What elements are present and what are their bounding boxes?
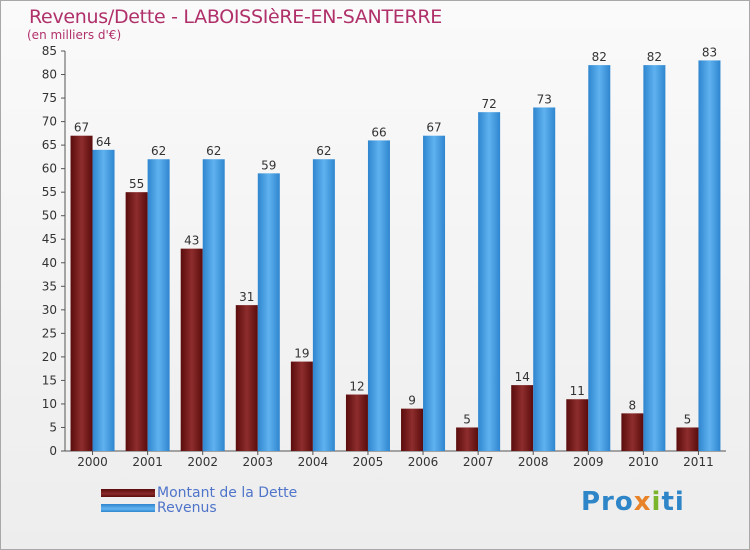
proxiti-logo: Proxiti — [581, 487, 685, 517]
value-label-revenus-2006: 67 — [426, 121, 441, 135]
bar-revenus-2011 — [698, 60, 721, 451]
bar-dette-2011 — [676, 427, 699, 451]
bar-dette-2000 — [70, 135, 93, 452]
bar-dette-2004 — [290, 361, 313, 451]
chart-subtitle: (en milliers d'€) — [27, 28, 122, 42]
bar-revenus-2004 — [312, 159, 335, 451]
y-tick-label-80: 80 — [42, 68, 57, 82]
value-label-dette-2005: 12 — [349, 380, 364, 394]
x-tick-label-2003: 2003 — [243, 455, 274, 469]
legend-label-dette: Montant de la Dette — [157, 485, 298, 501]
value-label-revenus-2011: 83 — [702, 45, 717, 59]
value-label-revenus-2002: 62 — [206, 144, 221, 158]
y-tick-label-70: 70 — [42, 115, 57, 129]
x-tick-label-2010: 2010 — [628, 455, 659, 469]
y-tick-label-25: 25 — [42, 326, 57, 340]
legend-swatch-revenus — [101, 504, 155, 512]
bar-revenus-2009 — [588, 65, 611, 451]
x-tick-label-2007: 2007 — [463, 455, 494, 469]
value-label-revenus-2010: 82 — [647, 50, 662, 64]
value-label-dette-2007: 5 — [463, 412, 471, 426]
y-tick-label-85: 85 — [42, 44, 57, 58]
value-label-dette-2001: 55 — [129, 177, 144, 191]
x-tick-label-2006: 2006 — [408, 455, 439, 469]
value-label-dette-2011: 5 — [684, 412, 692, 426]
value-label-revenus-2009: 82 — [592, 50, 607, 64]
bar-revenus-2005 — [367, 140, 390, 452]
x-tick-label-2005: 2005 — [353, 455, 384, 469]
bar-dette-2009 — [566, 399, 589, 451]
bar-dette-2002 — [180, 248, 203, 451]
bar-revenus-2001 — [147, 159, 170, 451]
y-tick-label-50: 50 — [42, 209, 57, 223]
x-tick-label-2009: 2009 — [573, 455, 604, 469]
bar-dette-2007 — [456, 427, 479, 451]
bar-dette-2008 — [511, 385, 534, 451]
value-label-dette-2003: 31 — [239, 290, 254, 304]
value-label-revenus-2004: 62 — [316, 144, 331, 158]
value-label-dette-2002: 43 — [184, 234, 199, 248]
bar-revenus-2000 — [92, 149, 115, 451]
x-tick-label-2000: 2000 — [77, 455, 108, 469]
value-label-dette-2009: 11 — [570, 384, 585, 398]
y-tick-label-5: 5 — [49, 420, 57, 434]
x-tick-label-2001: 2001 — [132, 455, 163, 469]
bar-revenus-2008 — [533, 107, 556, 452]
bar-dette-2003 — [235, 305, 258, 451]
value-label-revenus-2008: 73 — [537, 92, 552, 106]
y-tick-label-55: 55 — [42, 185, 57, 199]
y-tick-label-65: 65 — [42, 138, 57, 152]
y-tick-label-20: 20 — [42, 350, 57, 364]
y-tick-label-35: 35 — [42, 279, 57, 293]
y-tick-label-40: 40 — [42, 256, 57, 270]
bar-revenus-2007 — [478, 112, 501, 452]
bar-dette-2005 — [345, 394, 368, 451]
bar-revenus-2002 — [202, 159, 225, 451]
y-tick-label-75: 75 — [42, 91, 57, 105]
value-label-revenus-2007: 72 — [481, 97, 496, 111]
chart-title: Revenus/Dette - LABOISSIèRE-EN-SANTERRE — [29, 6, 442, 28]
x-tick-label-2008: 2008 — [518, 455, 549, 469]
value-label-dette-2006: 9 — [408, 394, 416, 408]
value-label-dette-2010: 8 — [629, 398, 637, 412]
value-label-revenus-2001: 62 — [151, 144, 166, 158]
value-label-dette-2000: 67 — [74, 121, 89, 135]
x-tick-label-2011: 2011 — [683, 455, 714, 469]
bar-revenus-2003 — [257, 173, 280, 451]
value-label-revenus-2003: 59 — [261, 158, 276, 172]
y-tick-label-30: 30 — [42, 303, 57, 317]
bar-dette-2001 — [125, 192, 148, 452]
bar-dette-2006 — [401, 408, 424, 451]
bar-dette-2010 — [621, 413, 644, 451]
legend-label-revenus: Revenus — [157, 500, 217, 516]
value-label-dette-2008: 14 — [515, 370, 530, 384]
bar-revenus-2010 — [643, 65, 666, 451]
value-label-revenus-2000: 64 — [96, 135, 111, 149]
legend-swatch-dette — [101, 489, 155, 497]
bar-revenus-2006 — [423, 135, 446, 452]
y-tick-label-10: 10 — [42, 397, 57, 411]
y-tick-label-0: 0 — [49, 444, 57, 458]
value-label-dette-2004: 19 — [294, 347, 309, 361]
x-tick-label-2004: 2004 — [298, 455, 329, 469]
y-tick-label-45: 45 — [42, 232, 57, 246]
value-label-revenus-2005: 66 — [371, 125, 386, 139]
x-tick-label-2002: 2002 — [187, 455, 218, 469]
y-tick-label-60: 60 — [42, 162, 57, 176]
y-tick-label-15: 15 — [42, 373, 57, 387]
